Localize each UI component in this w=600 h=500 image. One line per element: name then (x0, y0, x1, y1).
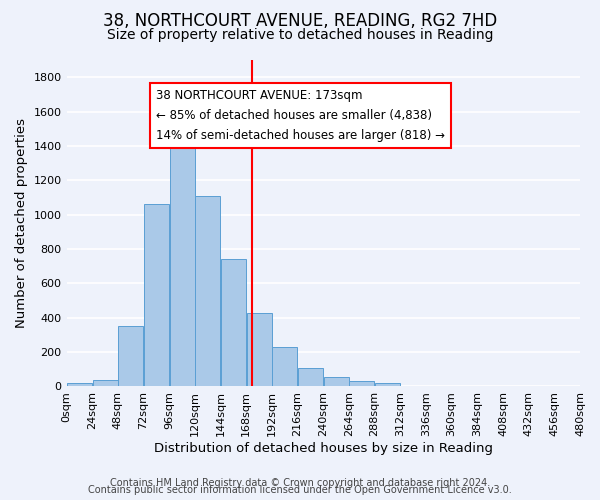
Bar (195, 196, 220, 386)
Bar (323, 377, 349, 386)
Text: Contains HM Land Registry data © Crown copyright and database right 2024.: Contains HM Land Registry data © Crown c… (110, 478, 490, 488)
Bar (349, 382, 374, 386)
Text: 38 NORTHCOURT AVENUE: 173sqm
← 85% of detached houses are smaller (4,838)
14% of: 38 NORTHCOURT AVENUE: 173sqm ← 85% of de… (157, 90, 445, 142)
Bar (67, 384, 92, 386)
Text: 38, NORTHCOURT AVENUE, READING, RG2 7HD: 38, NORTHCOURT AVENUE, READING, RG2 7HD (103, 12, 497, 30)
Bar (118, 326, 143, 386)
Bar (247, 312, 272, 386)
X-axis label: Distribution of detached houses by size in Reading: Distribution of detached houses by size … (154, 442, 493, 455)
Bar (272, 347, 297, 387)
Bar (375, 384, 400, 386)
Text: Contains public sector information licensed under the Open Government Licence v3: Contains public sector information licen… (88, 485, 512, 495)
Bar (92, 380, 118, 386)
Bar (221, 260, 246, 386)
Bar (170, 134, 194, 386)
Y-axis label: Number of detached properties: Number of detached properties (15, 118, 28, 328)
Bar (144, 204, 169, 386)
Bar (298, 368, 323, 386)
Text: Size of property relative to detached houses in Reading: Size of property relative to detached ho… (107, 28, 493, 42)
